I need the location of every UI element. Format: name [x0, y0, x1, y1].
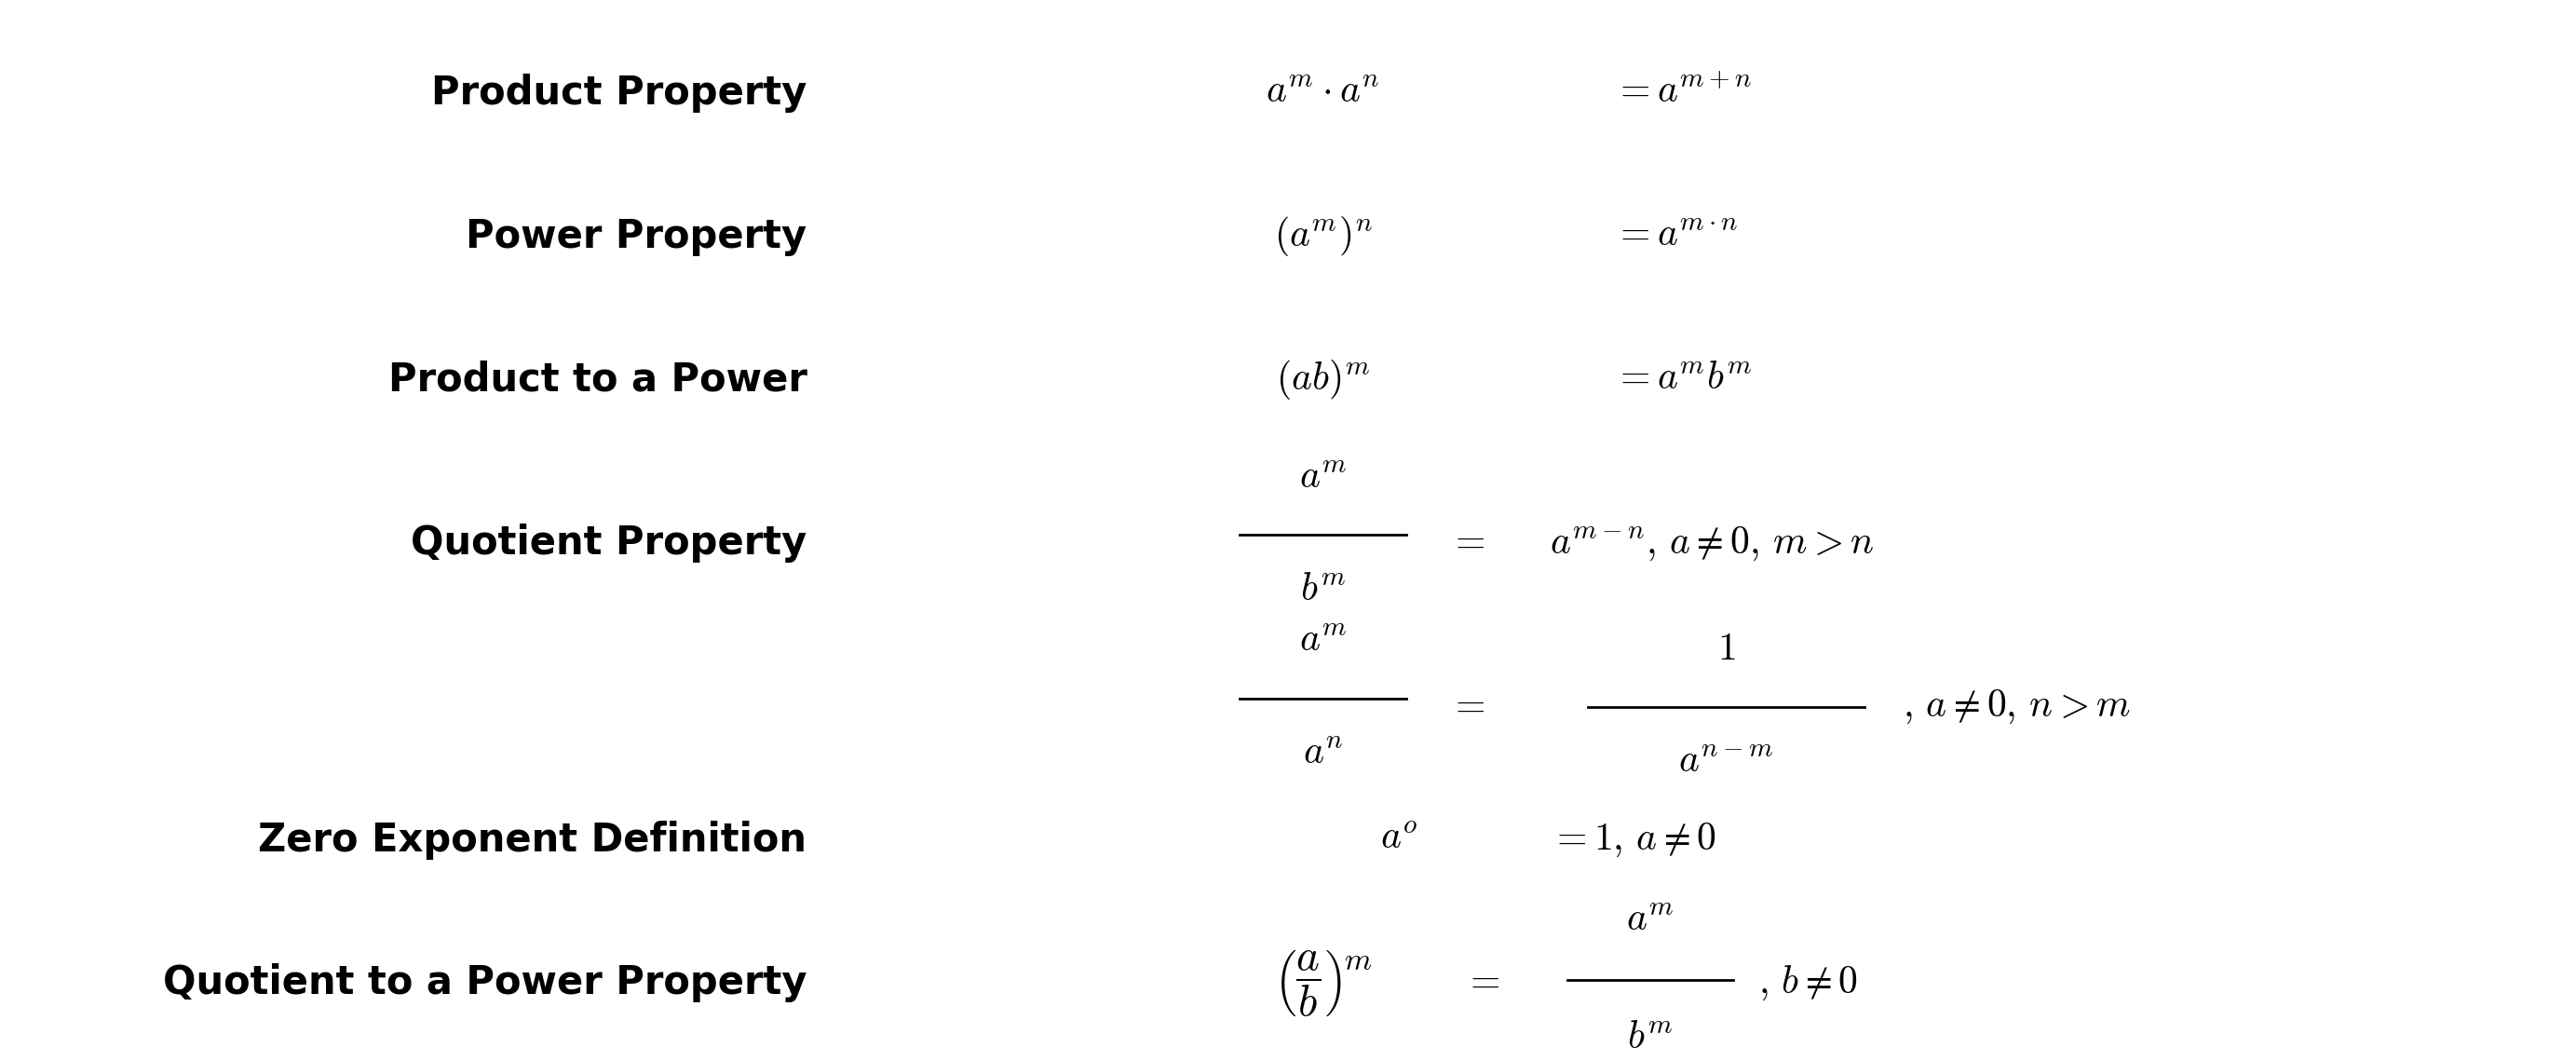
Text: $b^m$: $b^m$: [1301, 574, 1347, 609]
Text: $= a^{m \cdot n}$: $= a^{m \cdot n}$: [1613, 220, 1739, 254]
Text: Power Property: Power Property: [466, 216, 806, 256]
Text: $1$: $1$: [1718, 633, 1736, 668]
Text: $a^m$: $a^m$: [1298, 625, 1347, 660]
Text: Product Property: Product Property: [430, 74, 806, 112]
Text: $=$: $=$: [1463, 966, 1499, 1001]
Text: $=$: $=$: [1448, 526, 1484, 560]
Text: $b^m$: $b^m$: [1628, 1022, 1674, 1057]
Text: $= a^{m+n}$: $= a^{m+n}$: [1613, 76, 1752, 110]
Text: $,\, a \neq 0,\, n > m$: $,\, a \neq 0,\, n > m$: [1901, 688, 2130, 726]
Text: $\left(\dfrac{a}{b}\right)^{\!m}$: $\left(\dfrac{a}{b}\right)^{\!m}$: [1275, 947, 1373, 1017]
Text: Product to a Power: Product to a Power: [389, 360, 806, 399]
Text: $a^m$: $a^m$: [1298, 462, 1347, 497]
Text: $= a^m b^m$: $= a^m b^m$: [1613, 362, 1752, 397]
Text: Quotient to a Power Property: Quotient to a Power Property: [162, 963, 806, 1003]
Text: $(ab)^m$: $(ab)^m$: [1275, 358, 1370, 401]
Text: $a^{n-m}$: $a^{n-m}$: [1680, 746, 1772, 781]
Text: Quotient Property: Quotient Property: [412, 524, 806, 562]
Text: $a^m \cdot a^n$: $a^m \cdot a^n$: [1265, 76, 1381, 110]
Text: $a^o$: $a^o$: [1381, 822, 1417, 857]
Text: $a^m$: $a^m$: [1625, 904, 1674, 939]
Text: $,\, b \neq 0$: $,\, b \neq 0$: [1759, 963, 1857, 1003]
Text: $(a^m)^n$: $(a^m)^n$: [1273, 214, 1373, 259]
Text: Zero Exponent Definition: Zero Exponent Definition: [258, 820, 806, 859]
Text: $= 1,\, a \neq 0$: $= 1,\, a \neq 0$: [1551, 821, 1716, 858]
Text: $=$: $=$: [1448, 690, 1484, 725]
Text: $a^{m-n},\, a \neq 0,\, m > n$: $a^{m-n},\, a \neq 0,\, m > n$: [1551, 524, 1875, 562]
Text: $a^n$: $a^n$: [1303, 737, 1342, 772]
